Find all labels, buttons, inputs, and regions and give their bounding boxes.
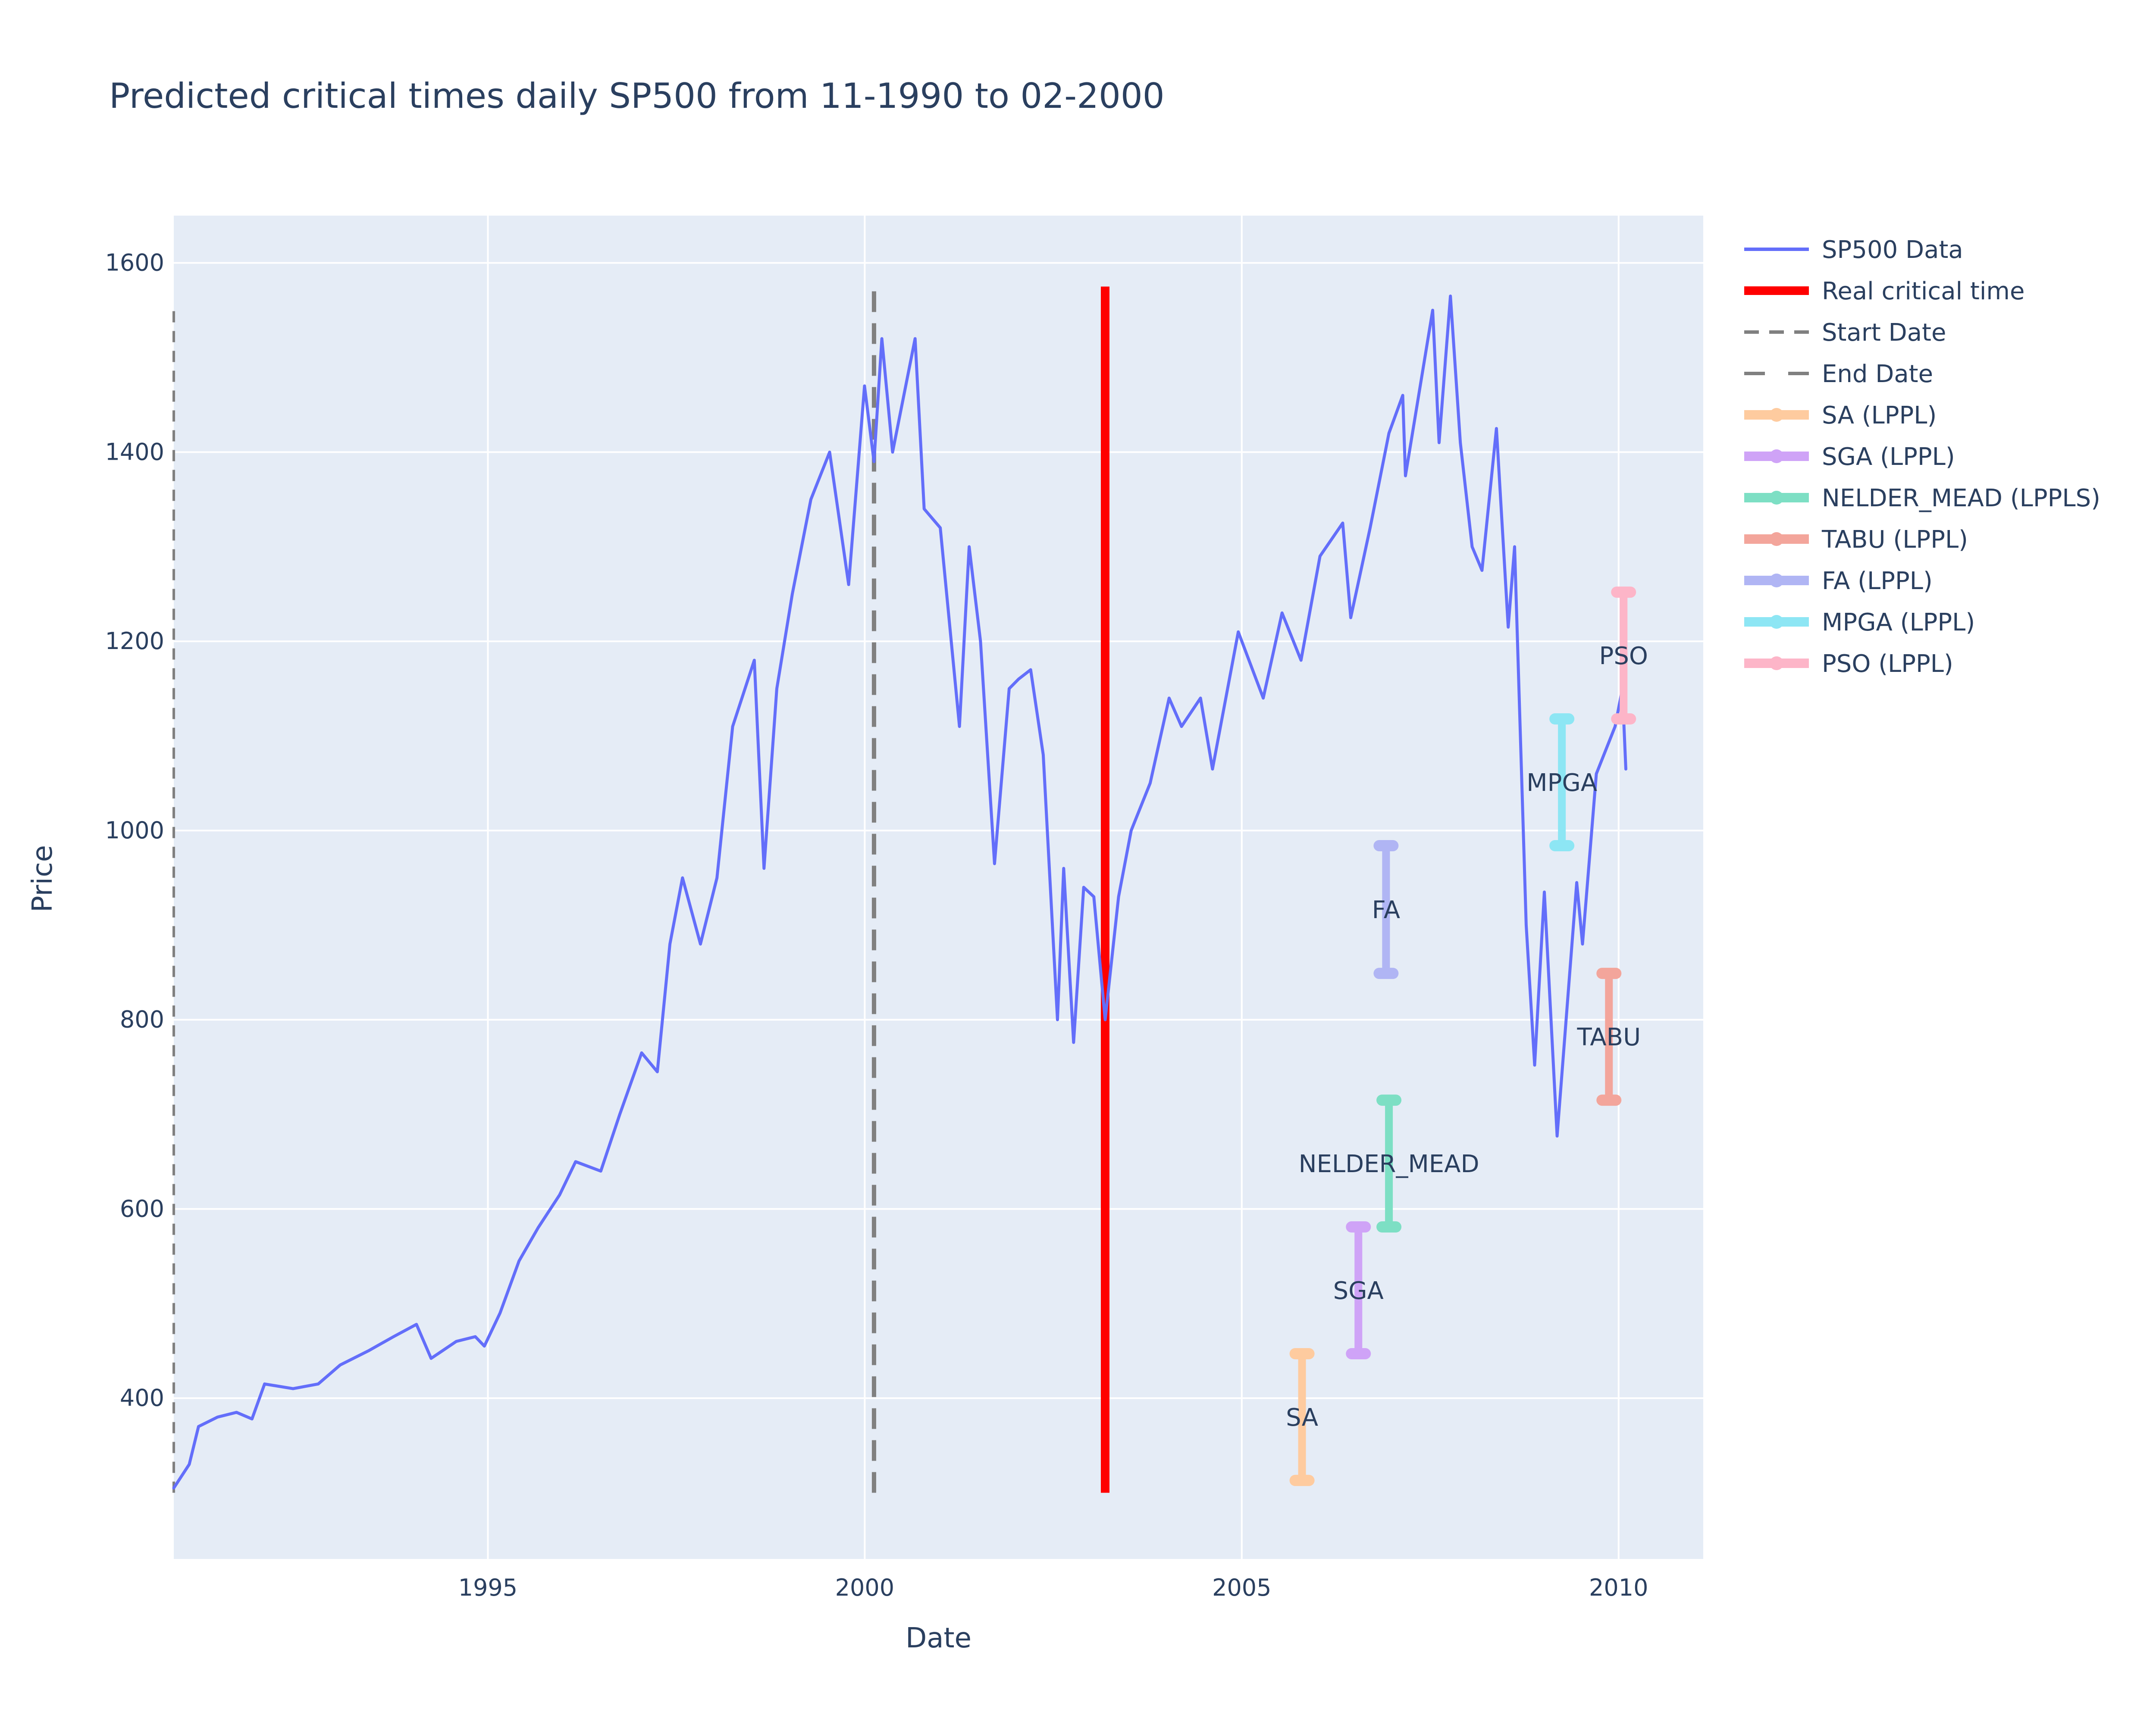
interval-nelder_mead: NELDER_MEAD xyxy=(1299,1095,1479,1233)
legend-label: SGA (LPPL) xyxy=(1822,443,1955,471)
series-line-sp500 xyxy=(172,295,1627,1490)
legend-label: Real critical time xyxy=(1822,277,2024,305)
interval-label: TABU xyxy=(1576,1023,1641,1051)
legend-marker xyxy=(1770,532,1783,546)
y-tick-label: 400 xyxy=(120,1384,164,1411)
y-tick-label: 1000 xyxy=(105,817,164,844)
plot-area xyxy=(174,216,1703,1559)
interval-label: MPGA xyxy=(1526,769,1597,797)
legend-item[interactable]: Start Date xyxy=(1744,319,1946,347)
legend-marker xyxy=(1770,491,1783,505)
x-axis-title: Date xyxy=(906,1622,971,1654)
y-tick-label: 1400 xyxy=(105,438,164,465)
interval-tabu: TABU xyxy=(1576,968,1641,1106)
legend-item[interactable]: MPGA (LPPL) xyxy=(1744,608,1975,637)
x-tick-label: 2005 xyxy=(1212,1574,1271,1601)
legend-item[interactable]: FA (LPPL) xyxy=(1744,567,1933,595)
legend-label: PSO (LPPL) xyxy=(1822,650,1953,678)
interval-mpga: MPGA xyxy=(1526,713,1597,851)
legend-marker xyxy=(1770,656,1783,670)
y-axis-title: Price xyxy=(27,845,59,912)
series-layer xyxy=(172,295,1627,1490)
interval-label: SGA xyxy=(1333,1277,1384,1305)
interval-pso: PSO xyxy=(1599,586,1648,725)
legend-item[interactable]: Real critical time xyxy=(1744,277,2024,305)
x-tick-label: 2010 xyxy=(1589,1574,1648,1601)
grid-lines xyxy=(174,216,1703,1559)
y-tick-label: 1600 xyxy=(105,249,164,276)
chart-title: Predicted critical times daily SP500 fro… xyxy=(109,76,1165,116)
legend-marker xyxy=(1770,408,1783,422)
legend-label: Start Date xyxy=(1822,319,1946,347)
y-tick-label: 1200 xyxy=(105,627,164,655)
interval-label: SA xyxy=(1286,1404,1318,1432)
legend-marker xyxy=(1770,449,1783,463)
interval-label: PSO xyxy=(1599,642,1648,670)
legend-label: TABU (LPPL) xyxy=(1821,526,1968,554)
y-tick-label: 800 xyxy=(120,1006,164,1033)
x-tick-label: 2000 xyxy=(835,1574,894,1601)
interval-layer: SA SGA NELDER_MEAD TABU FA MPGA PSO xyxy=(1286,586,1648,1486)
legend-marker xyxy=(1770,574,1783,587)
x-tick-label: 1995 xyxy=(458,1574,517,1601)
legend-label: FA (LPPL) xyxy=(1822,567,1933,595)
interval-sga: SGA xyxy=(1333,1221,1384,1359)
interval-label: FA xyxy=(1372,896,1400,924)
legend-label: SP500 Data xyxy=(1822,236,1963,264)
legend-item[interactable]: SA (LPPL) xyxy=(1744,401,1937,430)
legend-item[interactable]: TABU (LPPL) xyxy=(1744,526,1968,554)
legend-label: SA (LPPL) xyxy=(1822,401,1937,430)
legend-item[interactable]: End Date xyxy=(1744,360,1933,388)
legend-label: End Date xyxy=(1822,360,1933,388)
legend-marker xyxy=(1770,615,1783,629)
legend-label: NELDER_MEAD (LPPLS) xyxy=(1822,484,2100,512)
axis-ticks: 400 600 800 1000 1200 1400 1600 1995 2000 2005 201… xyxy=(105,249,1648,1601)
vertical-markers xyxy=(172,286,1109,1493)
interval-sa: SA xyxy=(1286,1348,1318,1486)
legend-item[interactable]: SGA (LPPL) xyxy=(1744,443,1955,471)
legend[interactable]: SP500 Data Real critical time Start Date En… xyxy=(1744,236,2100,678)
legend-item[interactable]: SP500 Data xyxy=(1744,236,1963,264)
y-tick-label: 600 xyxy=(120,1195,164,1222)
legend-label: MPGA (LPPL) xyxy=(1822,608,1975,637)
legend-item[interactable]: NELDER_MEAD (LPPLS) xyxy=(1744,484,2100,512)
interval-label: NELDER_MEAD xyxy=(1299,1150,1479,1178)
legend-item[interactable]: PSO (LPPL) xyxy=(1744,650,1953,678)
interval-fa: FA xyxy=(1372,840,1400,979)
